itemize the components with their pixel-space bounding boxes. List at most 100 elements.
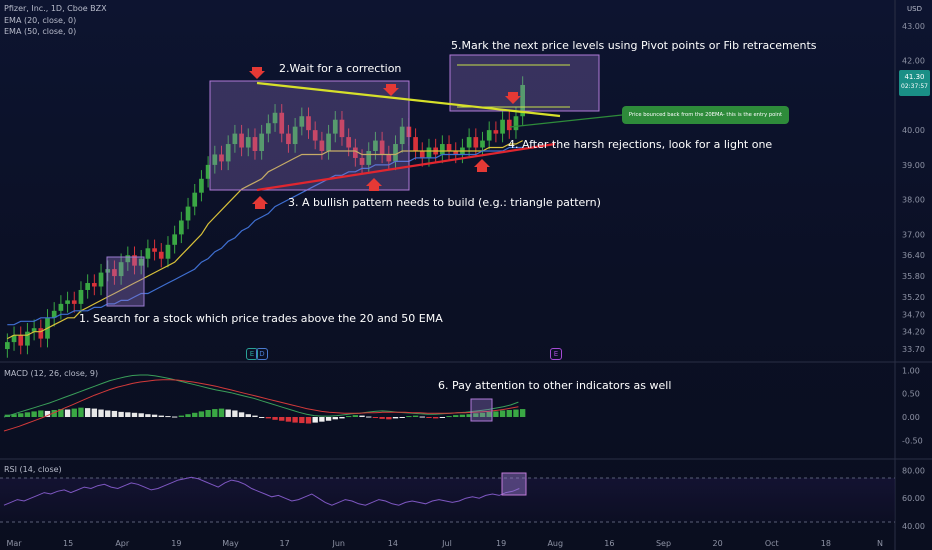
rsi-tick-label: 60.00 bbox=[902, 494, 925, 503]
annotation-step-4: 4. After the harsh rejections, look for … bbox=[508, 138, 773, 151]
macd-histogram-bar bbox=[105, 410, 111, 417]
macd-tick-label: 0.00 bbox=[902, 413, 920, 422]
signal-line bbox=[3, 379, 519, 432]
candle-body bbox=[319, 140, 325, 151]
rsi-tick-label: 80.00 bbox=[902, 466, 925, 475]
candle-body bbox=[312, 130, 318, 141]
macd-histogram-bar bbox=[78, 407, 84, 417]
rsi-legend: RSI (14, close) bbox=[4, 465, 62, 474]
macd-histogram-bar bbox=[473, 413, 479, 417]
candle-body bbox=[286, 133, 291, 145]
trendline-resistance bbox=[256, 81, 561, 118]
candle-body bbox=[92, 283, 97, 287]
macd-histogram-bar bbox=[258, 417, 265, 418]
macd-histogram-bar bbox=[218, 408, 225, 417]
macd-histogram-bar bbox=[379, 417, 385, 419]
macd-histogram-bar bbox=[279, 417, 285, 421]
macd-histogram-bar bbox=[345, 416, 352, 418]
arrow-up-icon bbox=[252, 196, 268, 209]
entry-point-callout: Price bounced back from the 20EMA- this … bbox=[622, 106, 789, 124]
candle-body bbox=[225, 144, 231, 162]
candle-body bbox=[5, 342, 10, 350]
macd-legend: MACD (12, 26, close, 9) bbox=[4, 369, 99, 378]
candle-body bbox=[279, 112, 285, 134]
earnings-event-icon[interactable]: E bbox=[550, 348, 562, 360]
ema50-line bbox=[7, 146, 523, 326]
candle-body bbox=[366, 150, 372, 165]
macd-histogram-bar bbox=[519, 409, 526, 417]
macd-histogram-bar bbox=[165, 416, 171, 418]
date-tick-label: Jul bbox=[441, 539, 452, 548]
ema50-legend: EMA (50, close, 0) bbox=[4, 27, 77, 36]
rsi-tick-label: 40.00 bbox=[902, 522, 925, 531]
macd-histogram-bar bbox=[486, 411, 492, 417]
annotation-step-6: 6. Pay attention to other indicators as … bbox=[438, 379, 672, 392]
arrow-up-icon bbox=[366, 178, 382, 191]
macd-histogram-bar bbox=[392, 417, 399, 419]
macd-histogram-bar bbox=[232, 410, 238, 417]
date-tick-label: Oct bbox=[765, 539, 779, 548]
last-price: 41.30 bbox=[904, 73, 925, 81]
candle-body bbox=[245, 137, 251, 148]
candle-body bbox=[493, 130, 499, 134]
box-pivot-levels bbox=[449, 54, 600, 112]
macd-histogram-bar bbox=[111, 410, 118, 417]
candle-body bbox=[252, 137, 258, 151]
macd-histogram-bar bbox=[145, 414, 151, 417]
macd-histogram-bar bbox=[212, 409, 218, 417]
price-tick-label: 34.20 bbox=[902, 328, 925, 337]
candle-body bbox=[446, 144, 452, 151]
macd-histogram-bar bbox=[272, 417, 278, 420]
macd-histogram-bar bbox=[412, 415, 419, 417]
candle-body bbox=[51, 310, 57, 318]
macd-histogram-bar bbox=[372, 417, 379, 418]
macd-histogram-bar bbox=[506, 410, 512, 417]
macd-histogram-bar bbox=[299, 417, 305, 424]
candle-body bbox=[118, 262, 124, 277]
macd-histogram-bar bbox=[252, 415, 258, 417]
candle-body bbox=[132, 255, 137, 266]
candle-body bbox=[18, 335, 24, 346]
earnings-event-icon[interactable]: E bbox=[246, 348, 258, 360]
box-ema-zone bbox=[106, 256, 145, 307]
rsi-line bbox=[3, 476, 520, 506]
candle-body bbox=[105, 269, 111, 273]
candle-body bbox=[259, 133, 264, 151]
macd-histogram-bar bbox=[325, 417, 332, 421]
bar-countdown: 02:37:57 bbox=[901, 83, 928, 90]
macd-histogram-bar bbox=[419, 416, 425, 418]
macd-histogram-bar bbox=[366, 416, 372, 418]
macd-histogram-bar bbox=[479, 412, 486, 417]
macd-histogram-bar bbox=[64, 409, 71, 417]
macd-histogram-bar bbox=[513, 409, 519, 417]
candle-body bbox=[393, 144, 398, 162]
candle-body bbox=[138, 258, 144, 266]
price-tick-label: 40.00 bbox=[902, 126, 925, 135]
candle-body bbox=[386, 154, 392, 162]
arrow-down-icon bbox=[383, 84, 399, 96]
macd-histogram-bar bbox=[125, 412, 131, 417]
price-tick-label: 35.80 bbox=[902, 272, 925, 281]
candle-body bbox=[199, 178, 204, 193]
ema20-line bbox=[7, 140, 523, 340]
annotation-step-3: 3. A bullish pattern needs to build (e.g… bbox=[288, 196, 601, 209]
callout-pointer bbox=[509, 114, 623, 128]
macd-histogram-bar bbox=[205, 410, 211, 417]
macd-histogram-bar bbox=[339, 417, 345, 419]
candle-body bbox=[152, 248, 157, 252]
macd-tick-label: 0.50 bbox=[902, 390, 920, 399]
date-tick-label: 14 bbox=[388, 539, 398, 548]
candle-body bbox=[38, 328, 44, 339]
dividend-event-icon[interactable]: D bbox=[256, 348, 268, 360]
date-tick-label: 18 bbox=[821, 539, 831, 548]
ema20-legend: EMA (20, close, 0) bbox=[4, 16, 77, 25]
date-tick-label: Aug bbox=[547, 539, 563, 548]
macd-histogram-bar bbox=[58, 409, 64, 417]
macd-histogram-bar bbox=[98, 409, 104, 417]
candle-body bbox=[31, 328, 37, 332]
candle-body bbox=[359, 157, 365, 165]
candle-body bbox=[58, 303, 64, 311]
last-price-tag: 41.30 02:37:57 bbox=[899, 70, 930, 96]
candle-body bbox=[78, 289, 84, 304]
